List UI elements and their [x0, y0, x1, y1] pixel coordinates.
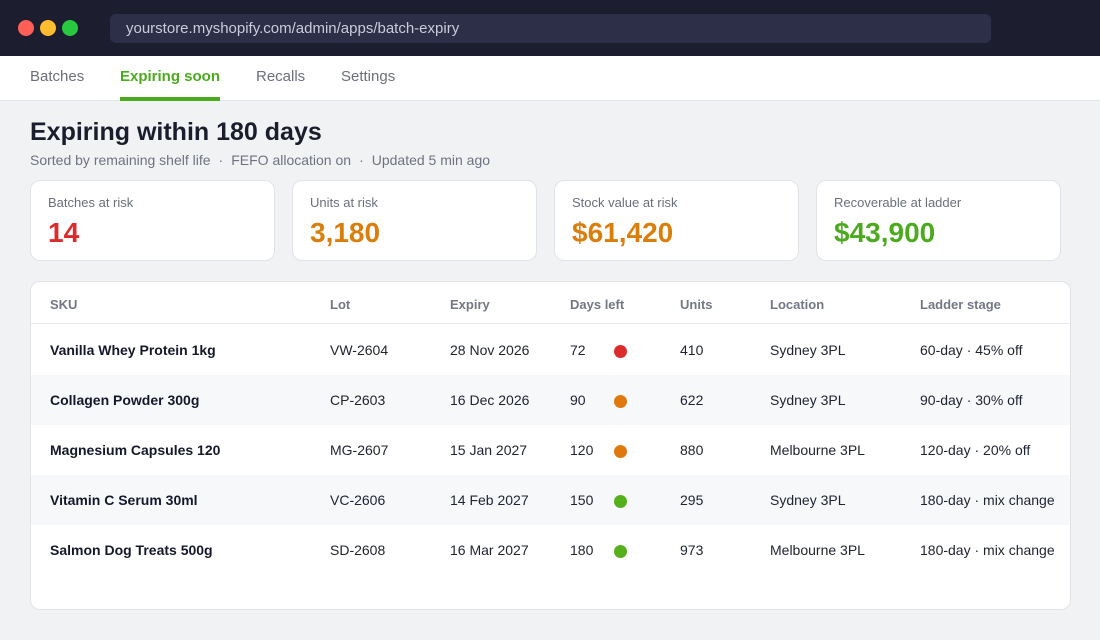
- updated-info: Updated 5 min ago: [371, 152, 491, 168]
- column-header-expiry[interactable]: Expiry: [450, 297, 490, 312]
- metric-value: $61,420: [572, 217, 674, 248]
- status-dot-icon: [614, 445, 627, 458]
- ladder-stage-cell: 180-day · mix change: [920, 492, 1055, 508]
- maximize-window-icon[interactable]: [62, 20, 78, 36]
- table-header: SKU Lot Expiry Days left Units Location …: [31, 282, 1070, 324]
- lot-cell: SD-2608: [330, 542, 386, 558]
- metric-value: 14: [48, 217, 80, 248]
- expiry-cell: 15 Jan 2027: [450, 442, 528, 458]
- status-dot-icon: [614, 395, 627, 408]
- fefo-info: FEFO allocation on: [231, 152, 352, 168]
- lot-cell: MG-2607: [330, 442, 389, 458]
- sku-cell[interactable]: Salmon Dog Treats 500g: [50, 542, 213, 558]
- browser-chrome: yourstore.myshopify.com/admin/apps/batch…: [0, 0, 1100, 56]
- tab-batches[interactable]: Batches: [30, 68, 85, 85]
- column-header-sku[interactable]: SKU: [50, 297, 78, 312]
- sort-info: Sorted by remaining shelf life: [30, 152, 211, 168]
- status-dot-icon: [614, 495, 627, 508]
- metric-label: Recoverable at ladder: [834, 195, 962, 210]
- table-row[interactable]: Collagen Powder 300g CP-2603 16 Dec 2026…: [31, 375, 1070, 425]
- table-row[interactable]: Salmon Dog Treats 500g SD-2608 16 Mar 20…: [31, 525, 1070, 575]
- units-cell: 973: [680, 542, 704, 558]
- page-title: Expiring within 180 days: [30, 118, 322, 146]
- separator: ·: [359, 152, 364, 168]
- tab-expiring-soon[interactable]: Expiring soon: [120, 56, 221, 101]
- units-cell: 622: [680, 392, 704, 408]
- table-row[interactable]: Vanilla Whey Protein 1kg VW-2604 28 Nov …: [31, 325, 1070, 375]
- metric-label: Units at risk: [310, 195, 378, 210]
- column-header-ladder-stage[interactable]: Ladder stage: [920, 297, 1001, 312]
- sku-cell[interactable]: Vitamin C Serum 30ml: [50, 492, 198, 508]
- days-left-cell: 120: [570, 442, 594, 458]
- separator: ·: [218, 152, 224, 168]
- lot-cell: CP-2603: [330, 392, 386, 408]
- expiry-cell: 28 Nov 2026: [450, 342, 530, 358]
- column-header-lot[interactable]: Lot: [330, 297, 351, 312]
- ladder-stage-cell: 120-day · 20% off: [920, 442, 1031, 458]
- metric-card-units-at-risk: Units at risk 3,180: [292, 180, 537, 261]
- location-cell: Sydney 3PL: [770, 392, 846, 408]
- lot-cell: VC-2606: [330, 492, 386, 508]
- metric-value: $43,900: [834, 217, 936, 248]
- metric-card-stock-value-at-risk: Stock value at risk $61,420: [554, 180, 799, 261]
- minimize-window-icon[interactable]: [40, 20, 56, 36]
- expiry-cell: 16 Mar 2027: [450, 542, 529, 558]
- ladder-stage-cell: 60-day · 45% off: [920, 342, 1023, 358]
- status-dot-icon: [614, 545, 627, 558]
- table-row[interactable]: Vitamin C Serum 30ml VC-2606 14 Feb 2027…: [31, 475, 1070, 525]
- metric-label: Stock value at risk: [572, 195, 678, 210]
- sku-cell[interactable]: Magnesium Capsules 120: [50, 442, 221, 458]
- status-dot-icon: [614, 345, 627, 358]
- metric-label: Batches at risk: [48, 195, 134, 210]
- lot-cell: VW-2604: [330, 342, 389, 358]
- metric-card-recoverable-at-ladder: Recoverable at ladder $43,900: [816, 180, 1061, 261]
- units-cell: 880: [680, 442, 704, 458]
- metric-value: 3,180: [310, 217, 381, 248]
- location-cell: Sydney 3PL: [770, 492, 846, 508]
- table-row[interactable]: Magnesium Capsules 120 MG-2607 15 Jan 20…: [31, 425, 1070, 475]
- metric-card-batches-at-risk: Batches at risk 14: [30, 180, 275, 261]
- location-cell: Sydney 3PL: [770, 342, 846, 358]
- page-subtitle: Sorted by remaining shelf life · FEFO allo…: [30, 152, 490, 168]
- column-header-location[interactable]: Location: [770, 297, 825, 312]
- days-left-cell: 150: [570, 492, 594, 508]
- tab-settings[interactable]: Settings: [341, 68, 396, 85]
- tab-recalls[interactable]: Recalls: [256, 68, 306, 85]
- column-header-days-left[interactable]: Days left: [570, 297, 625, 312]
- sku-cell[interactable]: Vanilla Whey Protein 1kg: [50, 342, 216, 358]
- tab-bar: Batches Expiring soon Recalls Settings: [0, 56, 1100, 101]
- address-bar[interactable]: yourstore.myshopify.com/admin/apps/batch…: [110, 14, 991, 43]
- units-cell: 295: [680, 492, 704, 508]
- ladder-stage-cell: 180-day · mix change: [920, 542, 1055, 558]
- location-cell: Melbourne 3PL: [770, 442, 865, 458]
- ladder-stage-cell: 90-day · 30% off: [920, 392, 1023, 408]
- units-cell: 410: [680, 342, 704, 358]
- column-header-units[interactable]: Units: [680, 297, 713, 312]
- location-cell: Melbourne 3PL: [770, 542, 865, 558]
- expiry-cell: 14 Feb 2027: [450, 492, 529, 508]
- days-left-cell: 72: [570, 342, 586, 358]
- days-left-cell: 180: [570, 542, 594, 558]
- sku-cell[interactable]: Collagen Powder 300g: [50, 392, 200, 408]
- expiring-batches-table: SKU Lot Expiry Days left Units Location …: [30, 281, 1071, 610]
- close-window-icon[interactable]: [18, 20, 34, 36]
- days-left-cell: 90: [570, 392, 586, 408]
- expiry-cell: 16 Dec 2026: [450, 392, 530, 408]
